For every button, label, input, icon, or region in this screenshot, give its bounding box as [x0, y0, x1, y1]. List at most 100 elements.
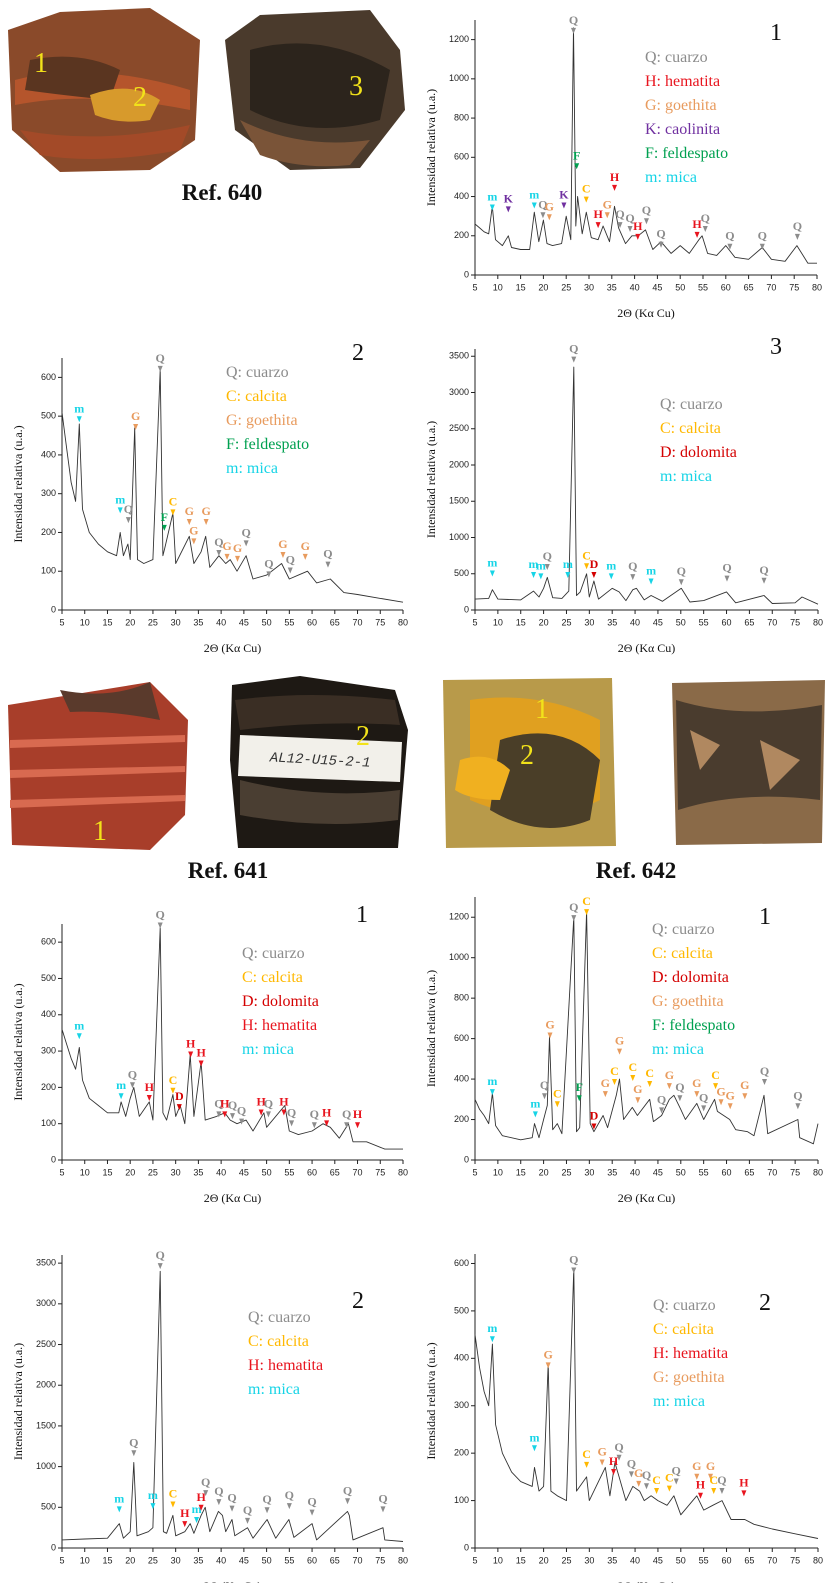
peak-arrow: [741, 1490, 747, 1497]
x-tick-label: 30: [584, 1167, 594, 1177]
chart: 0 500 1000 1500 2000 2500 3000 3500 5 10 15 20 25 30 3…: [424, 334, 823, 655]
x-tick-label: 10: [493, 1167, 503, 1177]
peak-arrow: [125, 517, 131, 524]
peak-label: Q: [286, 552, 295, 566]
x-tick-label: 20: [539, 1167, 549, 1177]
x-tick-label: 5: [59, 617, 64, 627]
y-tick-label: 500: [454, 1305, 469, 1315]
peak-label: m: [487, 1321, 497, 1335]
x-tick-label: 80: [398, 1167, 408, 1177]
photo-640-b: [225, 10, 405, 170]
peak-arrow: [538, 573, 544, 580]
peak-arrow: [727, 243, 733, 250]
peak-label: m: [74, 1018, 84, 1032]
peak-label: Q: [262, 1492, 271, 1506]
peak-arrow: [604, 212, 610, 219]
peak-label: G: [301, 539, 310, 553]
peak-arrow: [658, 241, 664, 248]
y-tick-label: 0: [464, 604, 469, 614]
y-tick-label: 1000: [449, 532, 469, 542]
y-tick-label: 400: [41, 1009, 56, 1019]
panel-label: 3: [770, 334, 782, 360]
peak-arrow: [324, 1120, 330, 1127]
x-tick-label: 35: [607, 282, 617, 292]
photo-641-a: [8, 682, 188, 850]
y-tick-label: 2500: [449, 423, 469, 433]
peak-arrow: [678, 579, 684, 586]
x-axis-label: 2Θ (Kα Cu): [204, 1191, 262, 1205]
peak-arrow: [76, 416, 82, 423]
photo-marker: 2: [356, 721, 370, 752]
peak-label: C: [645, 1066, 654, 1080]
peak-arrow: [203, 1490, 209, 1497]
peak-label: m: [563, 557, 573, 571]
x-tick-label: 25: [561, 1555, 571, 1565]
peak-label: m: [529, 557, 539, 571]
x-tick-label: 35: [607, 1555, 617, 1565]
peak-label: Q: [128, 1067, 137, 1081]
peak-label: Q: [378, 1491, 387, 1505]
peak-label: Q: [310, 1107, 319, 1121]
peak-arrow: [546, 214, 552, 221]
x-tick-label: 75: [375, 1555, 385, 1565]
peak-arrow: [635, 233, 641, 240]
peak-arrow: [489, 1089, 495, 1096]
x-axis-label: 2Θ (Kα Cu): [204, 641, 262, 655]
x-tick-label: 80: [813, 1167, 823, 1177]
peak-arrow: [198, 1060, 204, 1067]
ref-label: Ref. 640: [182, 180, 262, 205]
peak-label: C: [582, 182, 591, 196]
peak-label: C: [169, 1487, 178, 1501]
y-axis-label: Intensidad relativa (u.a.): [11, 425, 25, 542]
peak-label: m: [529, 1430, 539, 1444]
peak-label: m: [536, 558, 546, 572]
peak-label: C: [553, 1086, 562, 1100]
peak-arrow: [531, 1445, 537, 1452]
peak-label: Q: [642, 203, 651, 217]
x-tick-label: 65: [744, 1555, 754, 1565]
peak-arrow: [727, 1103, 733, 1110]
legend-entry: Q: cuarzo: [652, 921, 715, 938]
peak-label: Q: [540, 1078, 549, 1092]
diffractogram-line: [474, 27, 817, 264]
peak-arrow: [198, 1504, 204, 1511]
x-tick-label: 35: [607, 617, 617, 627]
peak-label: Q: [701, 211, 710, 225]
chart: 0 100 200 300 400 500 600 5 10 15 20 25 30 35 40 45 50 55…: [11, 340, 408, 655]
peak-label: Q: [543, 549, 552, 563]
x-tick-label: 60: [722, 1167, 732, 1177]
peak-label: G: [692, 1459, 701, 1473]
peak-label: C: [582, 1447, 591, 1461]
y-tick-label: 0: [464, 1542, 469, 1552]
peak-label: Q: [793, 1088, 802, 1102]
y-tick-label: 2000: [36, 1380, 56, 1390]
peak-arrow: [630, 1074, 636, 1081]
peak-arrow: [170, 1501, 176, 1508]
peak-arrow: [157, 365, 163, 372]
x-tick-label: 80: [398, 1555, 408, 1565]
peak-arrow: [627, 226, 633, 233]
x-tick-label: 65: [744, 617, 754, 627]
y-tick-label: 400: [454, 1073, 469, 1083]
x-tick-label: 45: [653, 1167, 663, 1177]
peak-arrow: [545, 1362, 551, 1369]
peak-arrow: [131, 1450, 137, 1457]
x-tick-label: 30: [584, 617, 594, 627]
peak-arrow: [673, 1478, 679, 1485]
x-tick-label: 70: [766, 282, 776, 292]
peak-label: H: [196, 1046, 206, 1060]
y-tick-label: 200: [454, 230, 469, 240]
legend-entry: m: mica: [242, 1041, 294, 1058]
peak-label: Q: [672, 1464, 681, 1478]
x-tick-label: 50: [675, 282, 685, 292]
diffractogram-line: [474, 1267, 819, 1539]
peak-arrow: [576, 1095, 582, 1102]
x-tick-label: 55: [699, 1555, 709, 1565]
peak-label: Q: [628, 559, 637, 573]
x-tick-label: 15: [516, 1167, 526, 1177]
x-tick-label: 45: [239, 1555, 249, 1565]
peak-arrow: [182, 1521, 188, 1528]
y-tick-label: 600: [454, 1033, 469, 1043]
x-tick-label: 75: [375, 1167, 385, 1177]
y-axis-label: Intensidad relativa (u.a.): [424, 89, 438, 206]
